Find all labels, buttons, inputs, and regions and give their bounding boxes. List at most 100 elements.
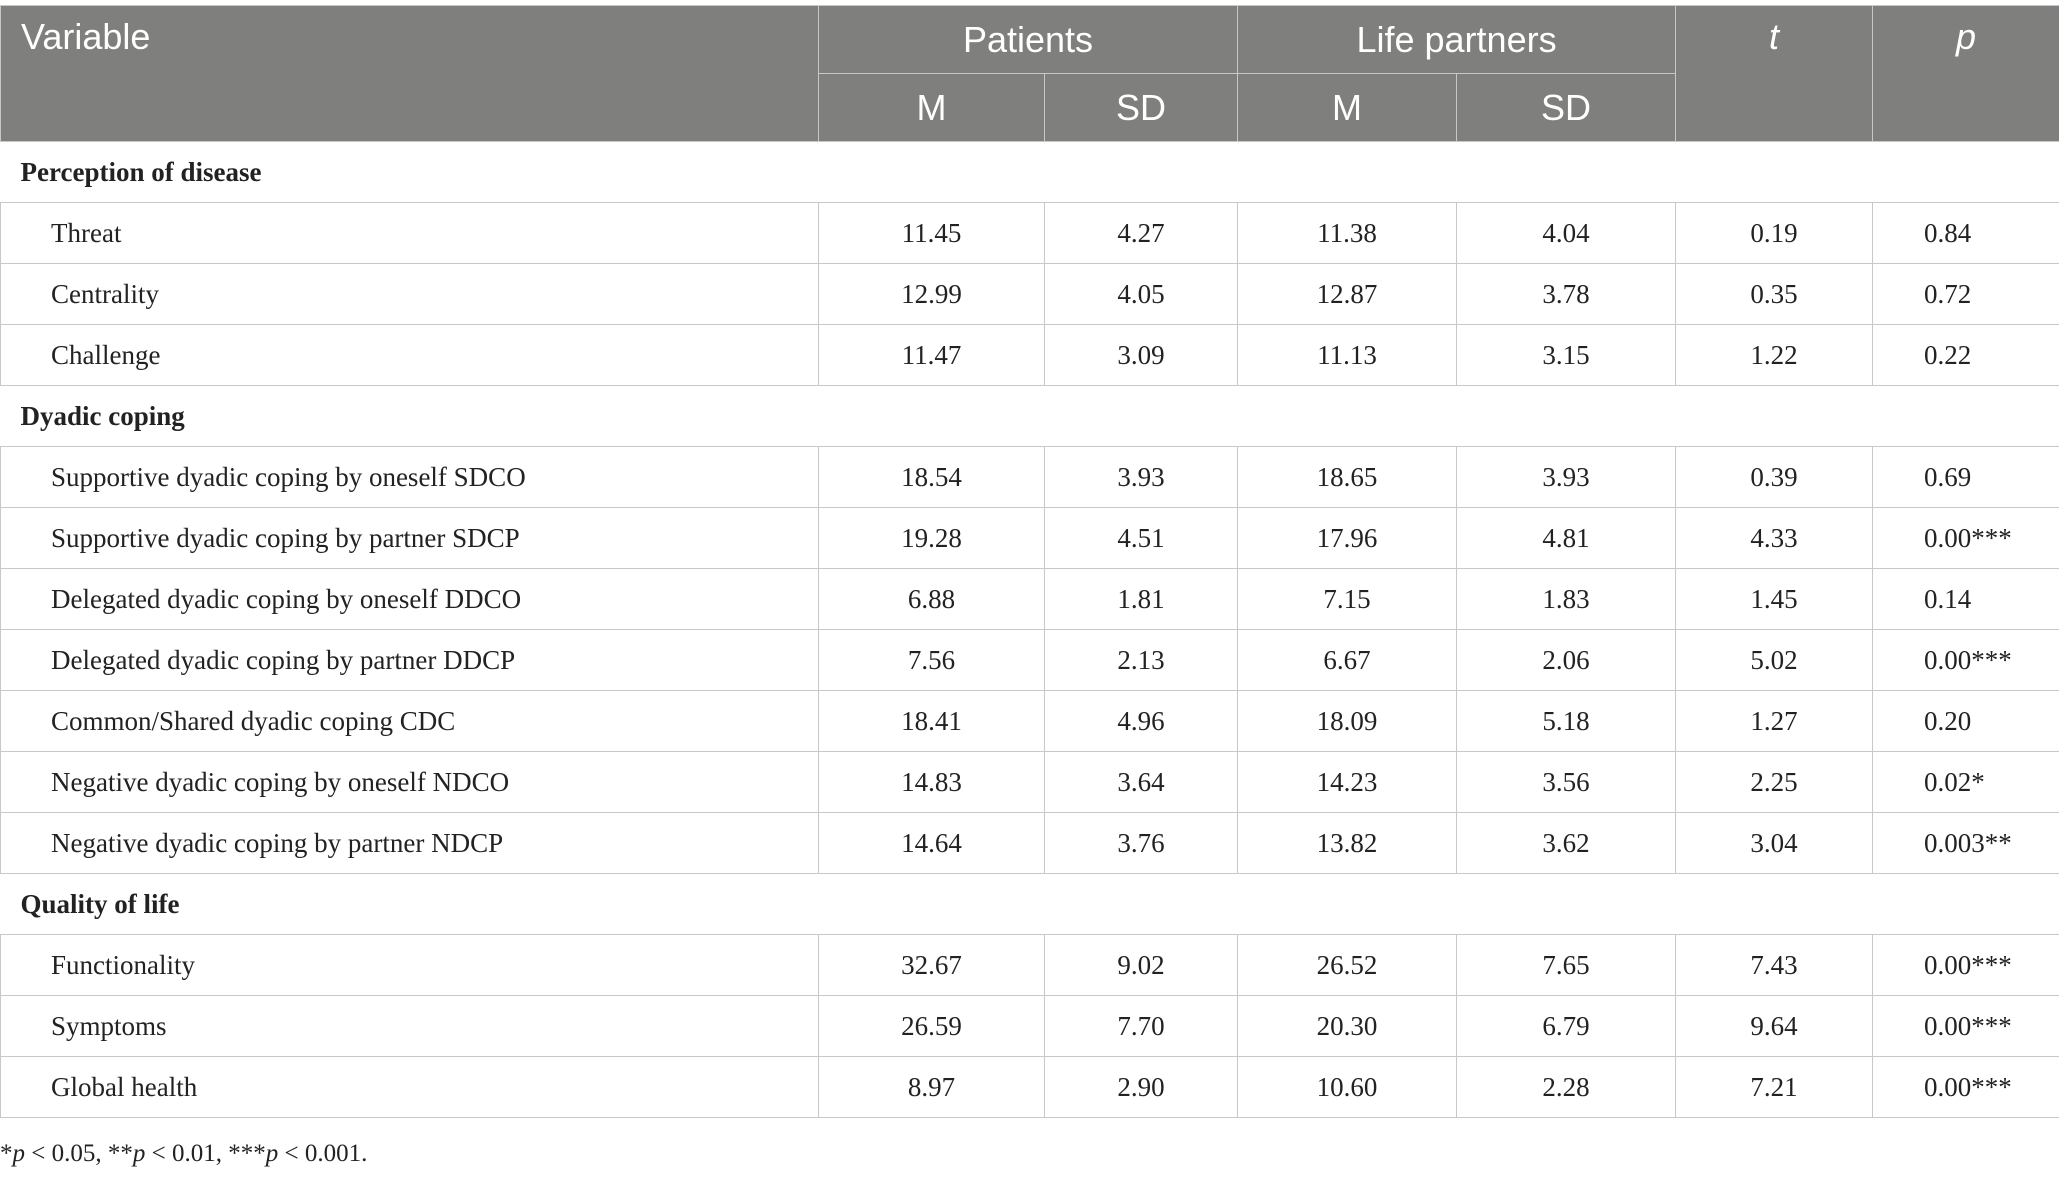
cell-patients-sd: 4.96 xyxy=(1043,690,1239,752)
header-partners-m: M xyxy=(1237,73,1458,142)
cell-patients-sd: 4.05 xyxy=(1043,263,1239,325)
header-variable: Variable xyxy=(0,5,819,142)
footnote-segment: < 0.05, ** xyxy=(25,1140,133,1167)
header-life-partners: Life partners xyxy=(1237,5,1677,74)
row-label: Threat xyxy=(0,202,819,264)
cell-t-value: 1.22 xyxy=(1675,324,1874,386)
cell-partners-sd: 5.18 xyxy=(1456,690,1677,752)
cell-partners-m: 6.67 xyxy=(1237,629,1458,691)
cell-partners-m: 11.38 xyxy=(1237,202,1458,264)
cell-partners-sd: 2.28 xyxy=(1456,1056,1677,1118)
cell-patients-sd: 9.02 xyxy=(1043,934,1239,996)
cell-partners-sd: 4.04 xyxy=(1456,202,1677,264)
cell-p-value: 0.84 xyxy=(1872,202,2059,264)
cell-partners-m: 10.60 xyxy=(1237,1056,1458,1118)
cell-t-value: 7.43 xyxy=(1675,934,1874,996)
row-label: Supportive dyadic coping by partner SDCP xyxy=(0,507,819,569)
cell-patients-m: 12.99 xyxy=(818,263,1045,325)
cell-partners-m: 18.09 xyxy=(1237,690,1458,752)
table-footnote: *p < 0.05, **p < 0.01, ***p < 0.001. xyxy=(0,1140,367,1168)
footnote-segment: * xyxy=(0,1140,13,1167)
table-row: Negative dyadic coping by oneself NDCO 14… xyxy=(0,751,2059,813)
cell-patients-m: 8.97 xyxy=(818,1056,1045,1118)
header-patients: Patients xyxy=(817,5,1239,74)
cell-patients-sd: 3.64 xyxy=(1043,751,1239,813)
row-label: Delegated dyadic coping by oneself DDCO xyxy=(0,568,819,630)
cell-patients-m: 32.67 xyxy=(818,934,1045,996)
section-row: Dyadic coping xyxy=(0,385,2059,447)
cell-p-value: 0.14 xyxy=(1872,568,2059,630)
footnote-segment: p xyxy=(132,1140,146,1167)
cell-patients-m: 6.88 xyxy=(818,568,1045,630)
row-label: Supportive dyadic coping by oneself SDCO xyxy=(0,446,819,508)
table-row: Functionality 32.67 9.02 26.52 7.65 7.43 0.00*… xyxy=(0,934,2059,996)
cell-p-value: 0.02* xyxy=(1872,751,2059,813)
header-patients-m: M xyxy=(818,73,1045,142)
header-p: p xyxy=(1872,5,2059,142)
cell-p-value: 0.69 xyxy=(1872,446,2059,508)
cell-patients-m: 26.59 xyxy=(818,995,1045,1057)
cell-partners-m: 7.15 xyxy=(1237,568,1458,630)
table-row: Delegated dyadic coping by oneself DDCO 6… xyxy=(0,568,2059,630)
cell-patients-sd: 2.13 xyxy=(1043,629,1239,691)
row-label: Symptoms xyxy=(0,995,819,1057)
table-row: Negative dyadic coping by partner NDCP 14… xyxy=(0,812,2059,874)
cell-partners-sd: 6.79 xyxy=(1456,995,1677,1057)
section-title: Perception of disease xyxy=(0,141,2059,203)
cell-partners-m: 14.23 xyxy=(1237,751,1458,813)
cell-patients-sd: 3.93 xyxy=(1043,446,1239,508)
cell-patients-m: 19.28 xyxy=(818,507,1045,569)
cell-patients-m: 18.41 xyxy=(818,690,1045,752)
header-t: t xyxy=(1675,5,1874,142)
cell-p-value: 0.00*** xyxy=(1872,1056,2059,1118)
row-label: Negative dyadic coping by partner NDCP xyxy=(0,812,819,874)
cell-p-value: 0.20 xyxy=(1872,690,2059,752)
cell-partners-sd: 3.93 xyxy=(1456,446,1677,508)
cell-t-value: 9.64 xyxy=(1675,995,1874,1057)
section-row: Perception of disease xyxy=(0,141,2059,203)
table-row: Common/Shared dyadic coping CDC 18.41 4.96… xyxy=(0,690,2059,752)
cell-partners-sd: 2.06 xyxy=(1456,629,1677,691)
table-row: Threat 11.45 4.27 11.38 4.04 0.19 0.84 xyxy=(0,202,2059,264)
cell-patients-sd: 4.51 xyxy=(1043,507,1239,569)
footnote-segment: p xyxy=(265,1140,279,1167)
cell-patients-sd: 3.09 xyxy=(1043,324,1239,386)
cell-t-value: 1.45 xyxy=(1675,568,1874,630)
cell-t-value: 2.25 xyxy=(1675,751,1874,813)
table-row: Supportive dyadic coping by partner SDCP… xyxy=(0,507,2059,569)
header-patients-sd: SD xyxy=(1043,73,1239,142)
cell-partners-m: 18.65 xyxy=(1237,446,1458,508)
cell-partners-sd: 3.78 xyxy=(1456,263,1677,325)
cell-patients-sd: 7.70 xyxy=(1043,995,1239,1057)
cell-p-value: 0.22 xyxy=(1872,324,2059,386)
cell-patients-m: 14.64 xyxy=(818,812,1045,874)
section-title: Quality of life xyxy=(0,873,2059,935)
cell-p-value: 0.72 xyxy=(1872,263,2059,325)
cell-p-value: 0.003** xyxy=(1872,812,2059,874)
section-row: Quality of life xyxy=(0,873,2059,935)
cell-patients-sd: 3.76 xyxy=(1043,812,1239,874)
table-header: Variable Patients Life partners t p M SD… xyxy=(0,5,2059,142)
row-label: Challenge xyxy=(0,324,819,386)
table-row: Global health 8.97 2.90 10.60 2.28 7.21 0.00**… xyxy=(0,1056,2059,1118)
cell-partners-sd: 1.83 xyxy=(1456,568,1677,630)
row-label: Common/Shared dyadic coping CDC xyxy=(0,690,819,752)
cell-t-value: 1.27 xyxy=(1675,690,1874,752)
cell-partners-m: 13.82 xyxy=(1237,812,1458,874)
cell-p-value: 0.00*** xyxy=(1872,629,2059,691)
table-row: Centrality 12.99 4.05 12.87 3.78 0.35 0.72 xyxy=(0,263,2059,325)
cell-partners-sd: 3.15 xyxy=(1456,324,1677,386)
cell-patients-m: 14.83 xyxy=(818,751,1045,813)
cell-partners-sd: 3.62 xyxy=(1456,812,1677,874)
cell-patients-m: 7.56 xyxy=(818,629,1045,691)
footnote-segment: p xyxy=(12,1140,26,1167)
cell-t-value: 5.02 xyxy=(1675,629,1874,691)
cell-partners-sd: 4.81 xyxy=(1456,507,1677,569)
cell-patients-sd: 1.81 xyxy=(1043,568,1239,630)
cell-patients-m: 18.54 xyxy=(818,446,1045,508)
row-label: Global health xyxy=(0,1056,819,1118)
table-row: Challenge 11.47 3.09 11.13 3.15 1.22 0.22 xyxy=(0,324,2059,386)
cell-t-value: 4.33 xyxy=(1675,507,1874,569)
cell-partners-m: 17.96 xyxy=(1237,507,1458,569)
header-partners-sd: SD xyxy=(1456,73,1677,142)
